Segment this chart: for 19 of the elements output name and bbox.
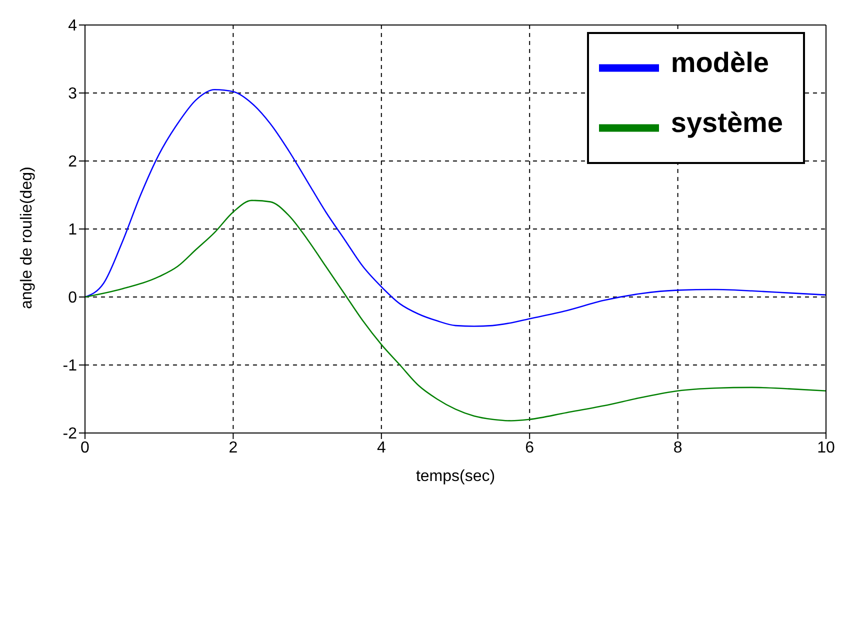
x-tick-label: 4: [376, 439, 386, 456]
y-tick-label: 2: [68, 154, 78, 171]
line-series: [85, 200, 826, 422]
x-axis-title: temps(sec): [416, 468, 496, 485]
y-tick-label: 4: [68, 18, 78, 35]
x-tick-label: 10: [817, 439, 835, 456]
x-tick-label: 6: [525, 439, 534, 456]
y-axis-title: angle de roulie(deg): [18, 166, 36, 309]
legend-label: modèle: [670, 47, 769, 78]
y-tick-label: -2: [62, 426, 78, 443]
y-tick-label: 3: [68, 86, 78, 103]
legend-label: système: [670, 107, 783, 138]
x-tick-label: 8: [673, 439, 682, 456]
x-tick-label: 2: [228, 439, 238, 456]
y-tick-label: 1: [68, 222, 78, 239]
y-tick-label: 0: [68, 290, 78, 307]
line-series: [85, 88, 826, 327]
x-tick-label: 0: [80, 439, 90, 456]
y-tick-label: -1: [62, 358, 78, 375]
